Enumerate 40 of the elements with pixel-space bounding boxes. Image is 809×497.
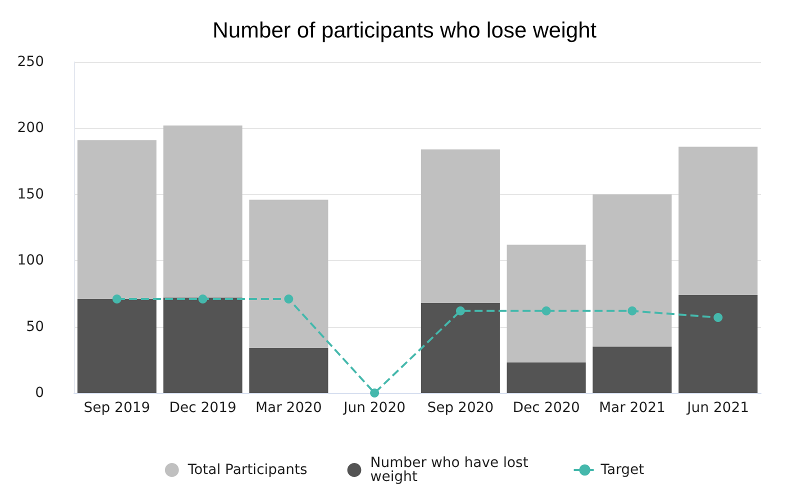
bar bbox=[163, 298, 242, 393]
point bbox=[714, 313, 723, 322]
legend-label: Number who have lost weight bbox=[370, 455, 533, 485]
bar bbox=[77, 298, 156, 393]
point bbox=[112, 294, 122, 304]
x-tick-label: Dec 2019 bbox=[169, 400, 236, 416]
x-tick-label: Mar 2020 bbox=[255, 400, 322, 416]
y-tick-label: 150 bbox=[17, 186, 44, 202]
x-tick-label: Mar 2021 bbox=[598, 400, 666, 416]
y-tick-label: 100 bbox=[17, 252, 44, 269]
bar bbox=[420, 302, 500, 393]
x-tick-label: Jun 2021 bbox=[686, 400, 750, 416]
y-tick-label: 0 bbox=[35, 385, 44, 401]
legend-label: Total Participants bbox=[186, 462, 308, 478]
point bbox=[628, 306, 637, 316]
bar bbox=[506, 362, 586, 393]
bar bbox=[506, 244, 586, 363]
bar bbox=[678, 295, 758, 393]
bar bbox=[592, 194, 672, 347]
bar bbox=[420, 149, 500, 303]
point bbox=[284, 294, 294, 304]
y-tick-label: 200 bbox=[17, 120, 44, 136]
bar bbox=[77, 140, 156, 299]
chart-title: Number of participants who lose weight bbox=[212, 18, 596, 42]
legend-label: Target bbox=[600, 462, 645, 478]
point bbox=[198, 294, 208, 304]
x-tick-label: Sep 2020 bbox=[427, 400, 494, 416]
point bbox=[542, 306, 551, 316]
y-tick-label: 250 bbox=[17, 54, 44, 70]
x-tick-label: Dec 2020 bbox=[512, 400, 580, 416]
bar bbox=[249, 348, 328, 393]
bar bbox=[678, 146, 758, 296]
bar bbox=[249, 200, 328, 348]
bar bbox=[163, 126, 242, 298]
y-tick-label: 50 bbox=[26, 318, 44, 335]
bar bbox=[592, 346, 672, 393]
point bbox=[456, 306, 465, 316]
x-tick-label: Jun 2020 bbox=[342, 400, 406, 416]
point bbox=[370, 388, 380, 398]
x-tick-label: Sep 2019 bbox=[84, 400, 150, 416]
